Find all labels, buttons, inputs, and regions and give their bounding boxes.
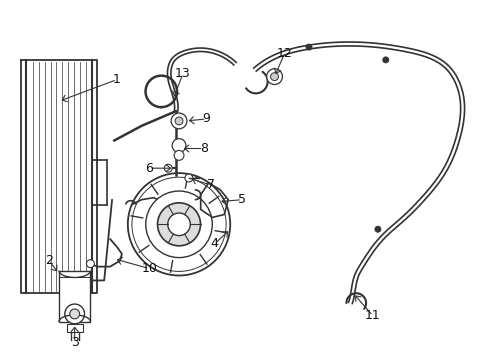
Circle shape xyxy=(127,173,230,275)
Circle shape xyxy=(164,164,172,172)
Circle shape xyxy=(172,139,185,152)
Circle shape xyxy=(266,69,282,85)
Circle shape xyxy=(145,191,212,258)
Text: 3: 3 xyxy=(71,336,79,349)
Text: 4: 4 xyxy=(210,238,218,251)
Text: 9: 9 xyxy=(202,112,210,125)
Text: 12: 12 xyxy=(276,48,292,60)
Bar xyxy=(67,324,82,332)
Text: 2: 2 xyxy=(45,254,53,267)
Circle shape xyxy=(184,174,192,182)
Text: 6: 6 xyxy=(145,162,153,175)
Circle shape xyxy=(374,226,380,232)
Text: 7: 7 xyxy=(206,179,214,192)
Circle shape xyxy=(157,203,200,246)
Text: 13: 13 xyxy=(175,67,190,80)
Circle shape xyxy=(305,44,311,50)
Circle shape xyxy=(382,57,388,63)
Text: 11: 11 xyxy=(365,309,380,322)
Circle shape xyxy=(171,113,186,129)
Text: 8: 8 xyxy=(199,142,207,155)
Text: 10: 10 xyxy=(141,262,157,275)
Text: 5: 5 xyxy=(238,193,245,206)
Circle shape xyxy=(270,73,278,81)
Circle shape xyxy=(70,309,80,319)
Circle shape xyxy=(86,260,94,267)
Circle shape xyxy=(175,117,183,125)
Text: 1: 1 xyxy=(113,73,121,86)
Circle shape xyxy=(65,304,84,324)
Circle shape xyxy=(174,150,183,160)
Circle shape xyxy=(167,213,190,235)
Bar xyxy=(59,271,90,322)
